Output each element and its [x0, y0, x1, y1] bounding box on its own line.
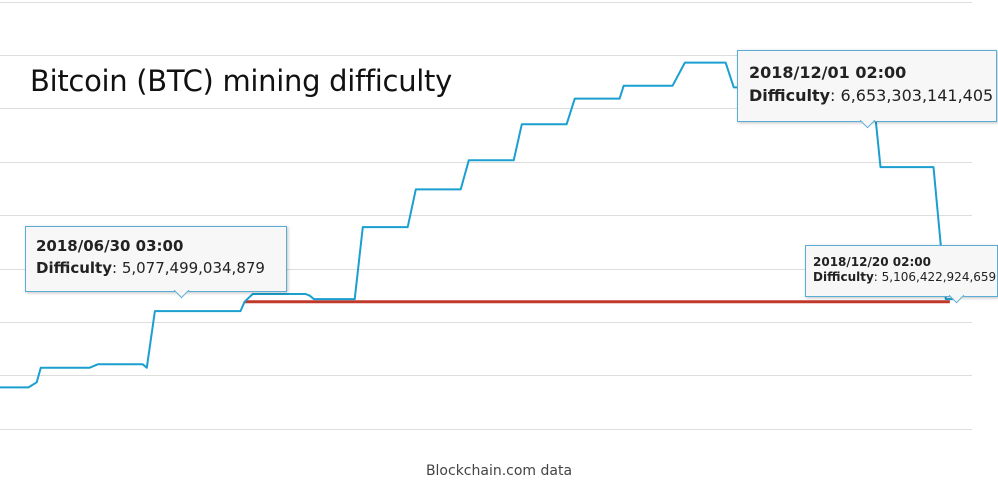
tooltip-2018-12-20: 2018/12/20 02:00 Difficulty: 5,106,422,9…	[805, 245, 998, 304]
tooltip-2018-06-30: 2018/06/30 03:00 Difficulty: 5,077,499,0…	[25, 226, 287, 299]
chart-title: Bitcoin (BTC) mining difficulty	[30, 64, 452, 98]
tooltip-value: 6,653,303,141,405	[840, 86, 994, 105]
tooltip-2018-12-01: 2018/12/01 02:00 Difficulty: 6,653,303,1…	[737, 50, 997, 129]
difficulty-series-line	[0, 61, 958, 389]
plot-area	[0, 61, 958, 389]
tooltip-label: Difficulty	[749, 86, 831, 105]
tooltip-value: 5,077,499,034,879	[121, 259, 265, 277]
tooltip-value-row: Difficulty: 6,653,303,141,405	[749, 86, 994, 105]
tooltip-date: 2018/12/01 02:00	[749, 63, 907, 82]
tooltip-value-row: Difficulty: 5,077,499,034,879	[36, 259, 265, 277]
tooltip-value: 5,106,422,924,659	[881, 270, 997, 284]
tooltip-value-row: Difficulty: 5,106,422,924,659	[813, 270, 997, 284]
tooltip-date: 2018/06/30 03:00	[36, 237, 184, 255]
tooltip-label: Difficulty	[36, 259, 112, 277]
source-credit: Blockchain.com data	[425, 463, 573, 479]
tooltip-date: 2018/12/20 02:00	[813, 255, 931, 269]
tooltip-label: Difficulty	[813, 270, 874, 284]
